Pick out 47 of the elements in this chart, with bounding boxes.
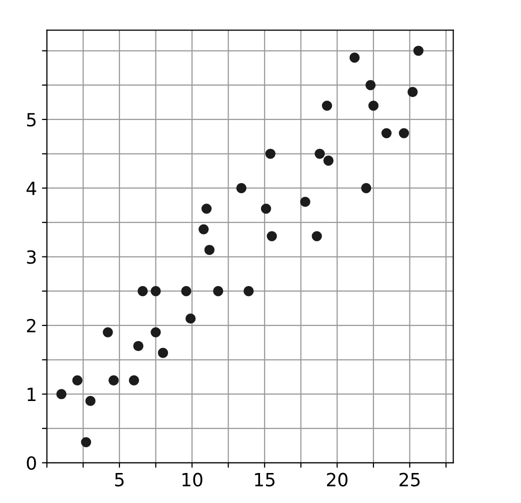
- point: [56, 389, 66, 400]
- point: [138, 286, 148, 296]
- point: [349, 52, 360, 63]
- x-tick-label: 25: [400, 472, 420, 486]
- point: [198, 224, 209, 234]
- point: [133, 340, 144, 352]
- point: [213, 286, 224, 296]
- point: [365, 80, 376, 90]
- point: [398, 128, 410, 138]
- y-tick-label: 1: [28, 388, 36, 401]
- point: [158, 348, 168, 358]
- point: [204, 244, 215, 255]
- point: [265, 148, 276, 159]
- point: [260, 204, 272, 214]
- point: [413, 46, 424, 56]
- point: [128, 375, 140, 386]
- y-tick-label: 2: [27, 318, 36, 332]
- point: [102, 327, 113, 338]
- point: [150, 286, 161, 296]
- point: [108, 375, 119, 386]
- point: [323, 156, 334, 166]
- point: [72, 375, 82, 386]
- point: [181, 286, 192, 296]
- point: [244, 286, 254, 296]
- x-tick-label: 10: [182, 472, 202, 486]
- point: [368, 100, 379, 111]
- point: [85, 396, 96, 406]
- point: [314, 148, 325, 159]
- point: [381, 128, 392, 138]
- point: [361, 183, 372, 194]
- point: [236, 183, 246, 194]
- y-tick-label: 3: [27, 250, 36, 264]
- y-tick-label: 5: [27, 113, 36, 127]
- point: [300, 196, 310, 207]
- y-tick-label: 0: [26, 456, 36, 470]
- point: [201, 204, 212, 214]
- point: [185, 313, 196, 324]
- point: [322, 100, 332, 111]
- x-tick-label: 5: [115, 473, 124, 486]
- point: [408, 86, 418, 98]
- y-tick-label: 4: [26, 182, 36, 195]
- x-tick-label: 20: [326, 472, 348, 486]
- point: [150, 327, 161, 338]
- point: [312, 231, 322, 242]
- point: [266, 231, 277, 242]
- point: [80, 437, 92, 448]
- x-tick-label: 15: [255, 473, 275, 486]
